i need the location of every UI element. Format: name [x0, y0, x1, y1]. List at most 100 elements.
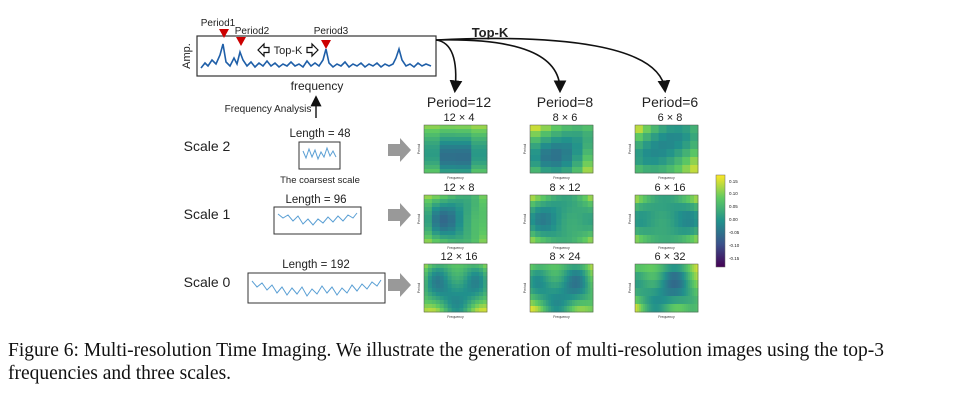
heatmap-cell [646, 195, 652, 204]
heatmap-cell [587, 225, 594, 232]
heatmap-x-label: Frequency [658, 246, 675, 250]
heatmap-cell [587, 213, 594, 220]
heatmap-cell [459, 284, 464, 289]
heatmap-cell [463, 239, 472, 244]
heatmap-cell [690, 264, 693, 273]
heatmap-cell [535, 288, 539, 295]
heatmap-cell [640, 264, 644, 273]
heatmap-cell [479, 292, 484, 297]
heatmap-cell [548, 300, 552, 307]
heatmap-cell [688, 272, 691, 281]
heatmap-y-label: Period [417, 144, 421, 154]
heatmap-cell [658, 165, 667, 174]
heatmap-cell [455, 169, 472, 174]
heatmap-cell [635, 288, 638, 297]
heatmap-cell [467, 268, 472, 273]
colorbar-tick: 0.15 [729, 179, 738, 184]
heatmap-cell [483, 272, 488, 277]
heatmap-cell [587, 294, 591, 301]
heatmap-cell [447, 284, 452, 289]
heatmap-cell [431, 199, 441, 204]
heatmap-cell [479, 268, 484, 273]
heatmap-cell [662, 264, 665, 273]
heatmap-cell [640, 272, 644, 281]
heatmap-cell [564, 306, 568, 313]
heatmap-cell [439, 280, 445, 285]
heatmap-cell [530, 125, 541, 132]
heatmap: Period Frequency [417, 263, 488, 319]
heatmap-cell [467, 300, 472, 305]
heatmap-cell [642, 296, 646, 305]
heatmap-cell [696, 296, 699, 305]
heatmap-cell [463, 215, 472, 220]
heatmap-cell [569, 282, 573, 289]
heatmap-cell [558, 294, 562, 301]
heatmap-cell [455, 272, 460, 277]
arrow-to-period-12 [435, 39, 463, 94]
heatmap-cell [439, 276, 445, 281]
heatmap-cell [682, 133, 691, 142]
heatmap-cell [572, 237, 578, 244]
heatmap-cell [471, 272, 476, 277]
heatmap-cell [646, 219, 652, 228]
heatmap-cell [551, 167, 562, 174]
heatmap-cell [642, 165, 652, 174]
heatmap-cell [424, 227, 433, 232]
heatmap-cell [572, 143, 583, 150]
heatmap-cell [572, 137, 583, 144]
heatmap-cell [579, 276, 583, 283]
heatmap-cell [674, 264, 677, 273]
heatmap-cell [650, 235, 656, 244]
heatmap-cell [690, 280, 693, 289]
heatmap-cell [577, 300, 581, 307]
heatmap-cell [471, 149, 488, 154]
heatmap-cell [447, 292, 452, 297]
heatmap-cell [451, 296, 456, 301]
heatmap-cell [646, 264, 650, 273]
heatmap-cell [455, 215, 464, 220]
heatmap-cell [427, 300, 433, 305]
heatmap-cell [455, 231, 464, 236]
heatmap-cell [463, 227, 472, 232]
heatmap-cell [674, 219, 679, 228]
heatmap-cell [431, 272, 437, 277]
heatmap-cell [587, 306, 591, 313]
heatmap-cell [660, 296, 663, 305]
heatmap-cell [585, 300, 589, 307]
grid-size-label: 12 × 8 [444, 182, 475, 194]
heatmap-cell [548, 306, 552, 313]
heatmap-cell [463, 199, 472, 204]
heatmap-cell [471, 227, 480, 232]
heatmap-cell [635, 141, 644, 150]
heatmap-cell [471, 199, 480, 204]
heatmap-cell [483, 304, 488, 309]
heatmap-cell [424, 157, 441, 162]
heatmap-cell [553, 306, 557, 313]
heatmap-cell [670, 264, 673, 273]
heatmap-cell [674, 296, 677, 305]
heatmap-cell [537, 306, 541, 313]
heatmap-cell [688, 288, 691, 297]
heatmap-cell [564, 288, 568, 295]
heatmap-cell [670, 219, 675, 228]
heatmap-cell [652, 304, 656, 313]
heatmap-cell [424, 231, 433, 236]
heatmap-cell [435, 284, 441, 289]
heatmap: Period Frequency [417, 194, 488, 250]
heatmap-cell [455, 227, 464, 232]
heatmap-cell [471, 304, 476, 309]
heatmap-cell [455, 276, 460, 281]
heatmap-cell [530, 149, 541, 156]
heatmap-cell [654, 235, 660, 244]
heatmap-cell [431, 268, 437, 273]
heatmap-cell [684, 264, 687, 273]
heatmap-cell [582, 288, 586, 295]
heatmap-frame [634, 124, 699, 174]
heatmap-x-label: Frequency [658, 315, 675, 319]
heatmap-x-label: Frequency [553, 176, 570, 180]
heatmap-cell [479, 304, 484, 309]
heatmap-cell [463, 300, 468, 305]
heatmap-cell [676, 280, 679, 289]
colorbar-tick: 0.00 [729, 217, 738, 222]
heatmap-cell [682, 203, 687, 212]
